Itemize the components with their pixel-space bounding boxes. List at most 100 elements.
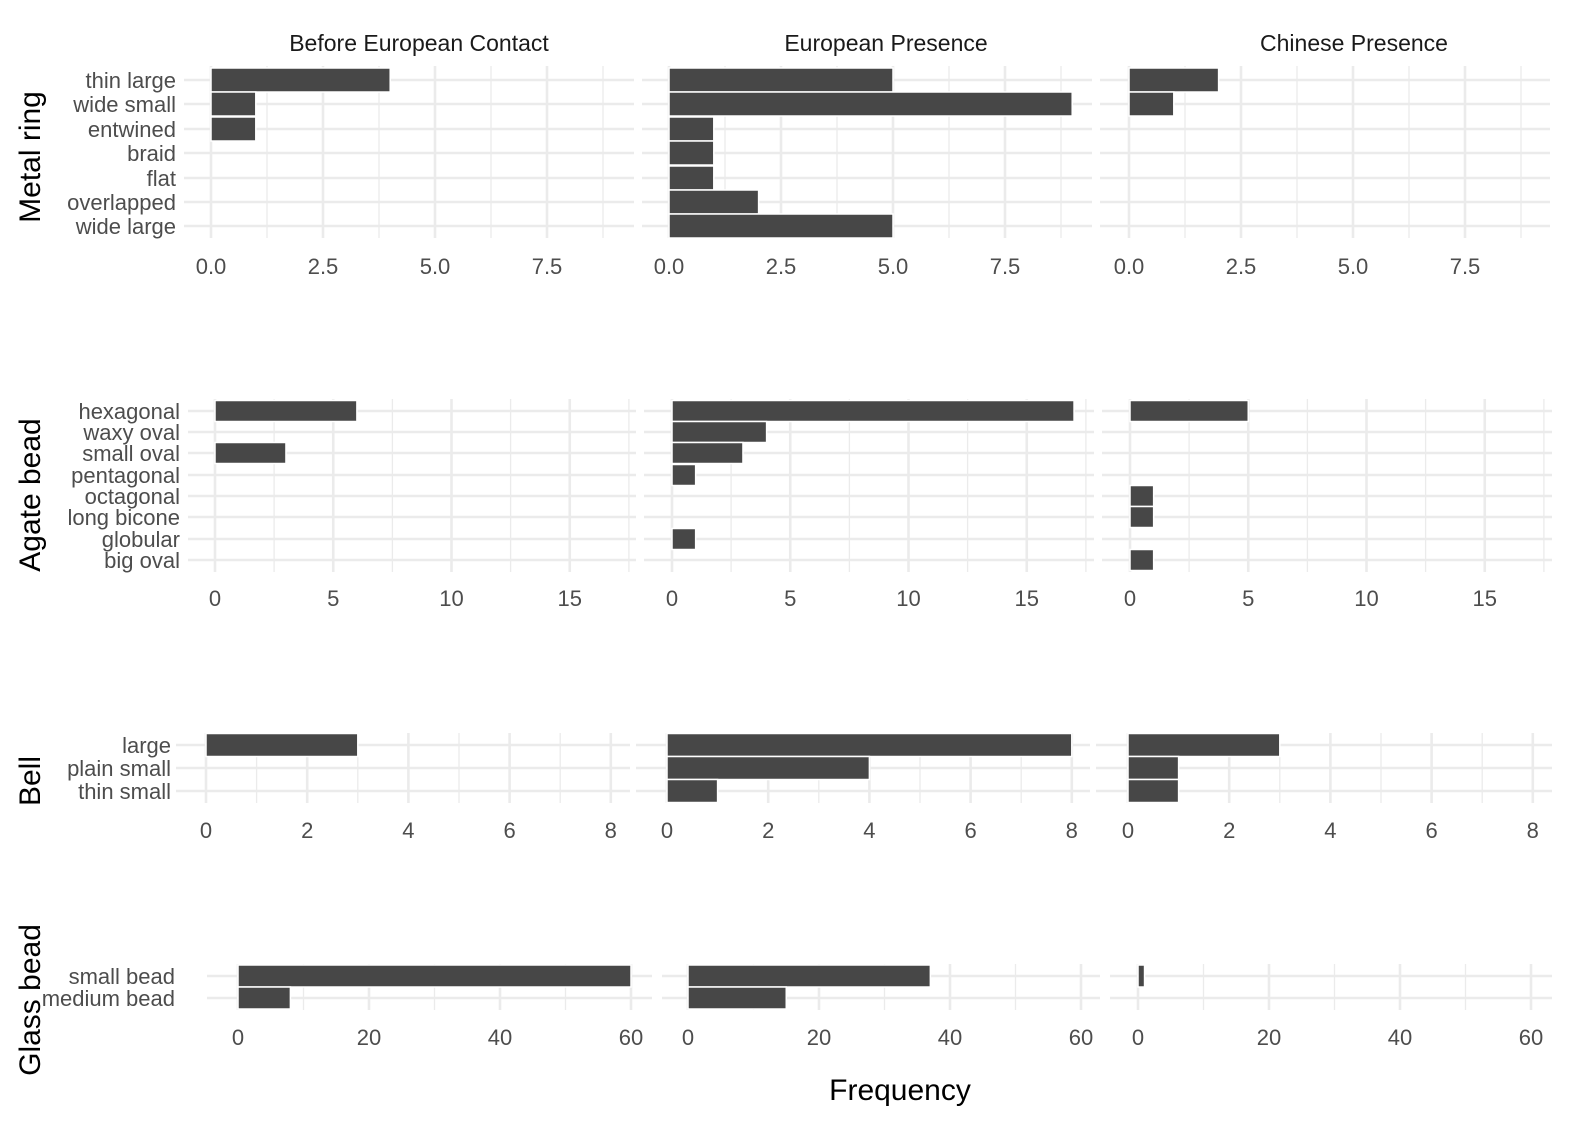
category-label: long bicone — [67, 505, 180, 530]
x-tick-label: 20 — [807, 1025, 831, 1050]
category-label: small oval — [82, 441, 180, 466]
bar — [671, 441, 744, 465]
x-tick-label: 0 — [666, 586, 678, 611]
strip-label-european-presence: European Presence — [784, 30, 987, 56]
row-title-agate-bead: Agate bead — [14, 418, 47, 571]
category-label: flat — [147, 166, 176, 191]
x-tick-label: 5.0 — [878, 254, 909, 279]
x-tick-label: 5 — [1242, 586, 1254, 611]
row-group-0: 0.0 2.5 5.0 7.5 0.0 2.5 5.0 7.5 0.0 2.5 5.0 7.5 thin… — [67, 66, 1550, 279]
column-strip-labels: Before European Contact European Presenc… — [289, 30, 1448, 56]
x-tick-label: 2 — [1223, 818, 1235, 843]
x-tick-label: 7.5 — [1450, 254, 1481, 279]
bar — [671, 463, 697, 487]
bar — [668, 189, 760, 215]
bar — [1129, 399, 1249, 423]
panel-r3-c2: 0 20 40 60 — [1110, 964, 1552, 1050]
category-label: thin large — [85, 68, 176, 93]
category-label: globular — [102, 527, 180, 552]
category-label: big oval — [104, 548, 180, 573]
x-tick-label: 15 — [1473, 586, 1497, 611]
bar — [1128, 91, 1175, 117]
category-label: wide small — [72, 92, 176, 117]
panel-r2-c2: 0 2 4 6 8 — [1096, 732, 1552, 843]
category-label: hexagonal — [78, 399, 180, 424]
x-tick-label: 2 — [762, 818, 774, 843]
category-label: small bead — [69, 964, 175, 989]
bar — [687, 964, 932, 988]
row-titles: Metal ring Agate bead Bell Glass bead — [14, 91, 47, 1076]
x-tick-label: 0 — [200, 818, 212, 843]
x-tick-label: 40 — [488, 1025, 512, 1050]
x-tick-label: 20 — [357, 1025, 381, 1050]
strip-label-chinese-presence: Chinese Presence — [1260, 30, 1448, 56]
x-tick-label: 10 — [439, 586, 463, 611]
panel-r2-c0: 0 2 4 6 8 — [176, 732, 630, 843]
bar — [666, 732, 1073, 758]
bar — [668, 116, 715, 142]
bar — [1127, 755, 1180, 781]
bar — [1129, 484, 1155, 508]
x-tick-label: 7.5 — [532, 254, 563, 279]
panels: 0.0 2.5 5.0 7.5 0.0 2.5 5.0 7.5 0.0 2.5 5.0 7.5 thin… — [42, 66, 1552, 1050]
x-tick-label: 0 — [1122, 818, 1134, 843]
bar — [237, 986, 292, 1010]
bar — [668, 91, 1073, 117]
x-tick-label: 2 — [301, 818, 313, 843]
x-tick-label: 0 — [1132, 1025, 1144, 1050]
row-title-bell: Bell — [14, 756, 47, 806]
x-tick-label: 0 — [1124, 586, 1136, 611]
bar — [1129, 548, 1155, 572]
bar — [668, 165, 715, 191]
bar — [210, 91, 257, 117]
bar — [214, 399, 358, 423]
bar — [666, 755, 871, 781]
x-tick-label: 4 — [1324, 818, 1336, 843]
x-tick-label: 6 — [964, 818, 976, 843]
bar — [668, 140, 715, 166]
row-title-glass-bead: Glass bead — [14, 924, 47, 1076]
strip-label-before-european-contact: Before European Contact — [289, 30, 549, 56]
category-label: braid — [127, 141, 176, 166]
x-tick-label: 20 — [1257, 1025, 1281, 1050]
category-label: plain small — [67, 756, 171, 781]
x-tick-label: 15 — [1015, 586, 1039, 611]
category-label: wide large — [75, 214, 176, 239]
category-label: large — [122, 733, 171, 758]
category-label: waxy oval — [82, 420, 180, 445]
category-label: thin small — [78, 779, 171, 804]
bar — [210, 116, 257, 142]
x-tick-label: 0.0 — [654, 254, 685, 279]
x-tick-label: 60 — [1069, 1025, 1093, 1050]
bar — [210, 67, 391, 93]
x-tick-label: 60 — [1519, 1025, 1543, 1050]
x-tick-label: 40 — [1388, 1025, 1412, 1050]
panel-r0-c2: 0.0 2.5 5.0 7.5 — [1100, 66, 1550, 279]
x-tick-label: 8 — [1527, 818, 1539, 843]
x-tick-label: 0 — [232, 1025, 244, 1050]
bar — [671, 527, 697, 551]
x-tick-label: 6 — [503, 818, 515, 843]
x-tick-label: 60 — [619, 1025, 643, 1050]
panel-r1-c1: 0 5 10 15 — [644, 399, 1094, 611]
bar — [1129, 505, 1155, 529]
bar — [205, 732, 359, 758]
panel-r1-c2: 0 5 10 15 — [1102, 399, 1552, 611]
bar — [687, 986, 787, 1010]
x-tick-label: 5.0 — [420, 254, 451, 279]
category-label: overlapped — [67, 190, 176, 215]
x-tick-label: 10 — [896, 586, 920, 611]
category-label: entwined — [88, 117, 176, 142]
x-tick-label: 2.5 — [766, 254, 797, 279]
category-label: octagonal — [85, 484, 180, 509]
x-tick-label: 8 — [605, 818, 617, 843]
x-tick-label: 2.5 — [1226, 254, 1257, 279]
panel-r2-c1: 0 2 4 6 8 — [636, 732, 1090, 843]
panel-r1-c0: 0 5 10 15 — [188, 399, 636, 611]
bar — [1137, 964, 1146, 988]
x-tick-label: 5.0 — [1338, 254, 1369, 279]
x-tick-label: 15 — [558, 586, 582, 611]
x-tick-label: 0.0 — [196, 254, 227, 279]
